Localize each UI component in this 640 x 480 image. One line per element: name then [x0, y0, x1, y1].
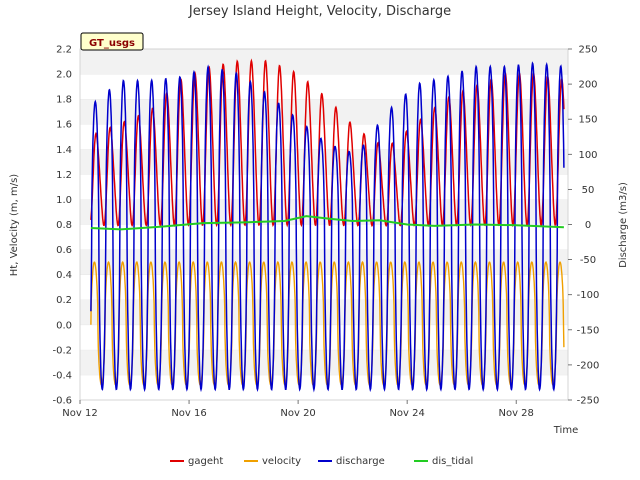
y-right-label: Discharge (m3/s): [618, 182, 629, 268]
y-right-ticks: -250 -200 -150 -100 -50 0 50 100 150 200 250: [568, 45, 599, 407]
y-right-tick-label: 100: [578, 150, 597, 161]
y-right-tick-label: -50: [580, 255, 596, 266]
legend-label-gageht: gageht: [188, 456, 223, 467]
y-right-tick-label: -100: [577, 290, 600, 301]
y-right-tick-label: -200: [577, 360, 600, 371]
y-left-tick-label: 1.0: [56, 195, 72, 206]
badge-box: [80, 32, 144, 51]
y-left-tick-label: 0.2: [56, 295, 72, 306]
x-tick-label: Nov 16: [171, 408, 206, 419]
y-left-tick-label: 2.2: [56, 45, 72, 56]
y-left-tick-label: 1.4: [56, 145, 72, 156]
x-label: Time: [553, 425, 578, 436]
x-tick-label: Nov 28: [498, 408, 533, 419]
series-layer: [90, 58, 565, 393]
legend-label-discharge: discharge: [336, 456, 385, 467]
y-right-tick-label: 200: [578, 80, 597, 91]
grid-band: [80, 374, 568, 400]
y-right-tick-label: 50: [582, 185, 595, 196]
y-left-tick-label: 0.8: [56, 220, 72, 231]
y-left-tick-label: 0.6: [56, 245, 72, 256]
series-dis-tidal: [90, 215, 564, 231]
badge-text: GT_usgs: [89, 38, 135, 49]
y-left-ticks: -0.6 -0.4 -0.2 0.0 0.2 0.4 0.6 0.8 1.0 1.2 1.4 1.6 1…: [52, 45, 72, 407]
x-ticks: Nov 12 Nov 16 Nov 20 Nov 24 Nov 28: [62, 400, 534, 419]
y-left-tick-label: -0.4: [52, 370, 72, 381]
x-tick-label: Nov 24: [389, 408, 424, 419]
y-left-tick-label: 1.2: [56, 170, 72, 181]
gt-usgs-badge: GT_usgs: [80, 32, 144, 51]
y-left-tick-label: 0.0: [56, 320, 72, 331]
y-left-tick-label: 2.0: [56, 70, 72, 81]
chart-title: Jersey Island Height, Velocity, Discharg…: [188, 4, 451, 19]
legend: gageht velocity discharge dis_tidal: [170, 456, 473, 467]
legend-label-dis_tidal: dis_tidal: [432, 456, 473, 467]
y-left-tick-label: 1.6: [56, 120, 72, 131]
y-right-tick-label: -250: [577, 396, 600, 407]
x-tick-label: Nov 20: [280, 408, 315, 419]
y-right-tick-label: 150: [578, 115, 597, 126]
x-tick-label: Nov 12: [62, 408, 97, 419]
y-left-tick-label: 0.4: [56, 270, 72, 281]
y-right-tick-label: 250: [578, 45, 597, 56]
y-right-tick-label: 0: [585, 220, 591, 231]
y-right-tick-label: -150: [577, 325, 600, 336]
y-left-tick-label: 1.8: [56, 95, 72, 106]
y-left-tick-label: -0.6: [52, 396, 72, 407]
series-discharge: [90, 61, 565, 393]
grid-band: [80, 74, 568, 100]
legend-label-velocity: velocity: [262, 456, 301, 467]
grid-band: [80, 49, 568, 75]
y-left-tick-label: -0.2: [52, 345, 72, 356]
y-left-label: Ht, Velocity (m, m/s): [9, 174, 20, 277]
